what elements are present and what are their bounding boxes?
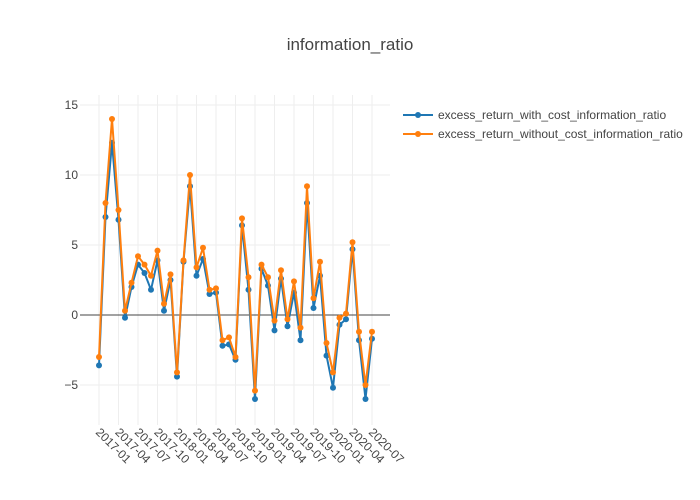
- data-point[interactable]: [362, 396, 369, 402]
- data-point[interactable]: [271, 317, 278, 324]
- data-point[interactable]: [271, 327, 278, 334]
- data-point[interactable]: [219, 342, 226, 349]
- data-point[interactable]: [161, 307, 167, 314]
- data-point[interactable]: [258, 261, 265, 268]
- data-point[interactable]: [193, 264, 200, 271]
- legend-marker: [415, 131, 421, 137]
- legend-marker: [415, 112, 421, 118]
- data-point[interactable]: [115, 207, 122, 213]
- legend-item[interactable]: excess_return_with_cost_information_rati…: [403, 108, 666, 122]
- data-point[interactable]: [219, 337, 226, 344]
- data-point[interactable]: [330, 369, 336, 376]
- data-point[interactable]: [304, 183, 310, 190]
- data-point[interactable]: [278, 267, 284, 274]
- x-axis: 2017-012017-042017-072017-102018-012018-…: [93, 425, 407, 466]
- data-point[interactable]: [96, 354, 102, 360]
- data-point[interactable]: [122, 307, 128, 314]
- data-point[interactable]: [193, 272, 200, 279]
- y-tick-label: 10: [65, 168, 79, 182]
- legend[interactable]: excess_return_with_cost_information_rati…: [403, 108, 683, 141]
- data-point[interactable]: [343, 316, 349, 323]
- data-point[interactable]: [291, 278, 297, 285]
- data-point[interactable]: [356, 328, 362, 335]
- data-point[interactable]: [297, 337, 304, 344]
- data-point[interactable]: [336, 314, 343, 321]
- y-axis: 15 10 5 0 −5: [64, 98, 78, 392]
- data-point[interactable]: [148, 272, 154, 279]
- data-point[interactable]: [245, 274, 252, 281]
- data-point[interactable]: [206, 291, 213, 297]
- data-point[interactable]: [284, 323, 291, 330]
- legend-label: excess_return_without_cost_information_r…: [438, 127, 683, 141]
- data-point[interactable]: [265, 274, 271, 281]
- data-point[interactable]: [161, 300, 167, 307]
- data-point[interactable]: [174, 369, 180, 376]
- data-point[interactable]: [213, 285, 219, 292]
- data-point[interactable]: [330, 384, 336, 391]
- data-point[interactable]: [323, 340, 330, 346]
- data-point[interactable]: [148, 286, 154, 293]
- data-point[interactable]: [141, 261, 148, 268]
- data-point[interactable]: [135, 253, 141, 260]
- data-point[interactable]: [349, 239, 356, 246]
- data-point[interactable]: [174, 373, 180, 380]
- data-point[interactable]: [317, 258, 323, 265]
- data-point[interactable]: [369, 328, 375, 335]
- data-point[interactable]: [239, 215, 245, 222]
- y-tick-label: 5: [71, 238, 78, 252]
- data-point[interactable]: [252, 396, 258, 402]
- legend-item[interactable]: excess_return_without_cost_information_r…: [403, 127, 683, 141]
- data-point[interactable]: [362, 382, 369, 388]
- data-point[interactable]: [109, 116, 115, 122]
- data-point[interactable]: [102, 200, 109, 206]
- data-point[interactable]: [180, 257, 187, 264]
- data-point[interactable]: [154, 247, 161, 254]
- data-point[interactable]: [206, 286, 213, 293]
- data-point[interactable]: [343, 310, 349, 317]
- series-layer: [96, 116, 375, 402]
- data-point[interactable]: [284, 316, 291, 323]
- data-point[interactable]: [96, 362, 102, 369]
- grid-layer: [80, 95, 390, 425]
- data-point[interactable]: [232, 354, 239, 360]
- chart-title: information_ratio: [287, 35, 414, 54]
- data-point[interactable]: [167, 271, 174, 278]
- series-excess_return_without_cost_information_ratio: [96, 116, 375, 394]
- y-tick-label: 15: [65, 98, 79, 112]
- data-point[interactable]: [128, 279, 135, 286]
- data-point[interactable]: [141, 270, 148, 276]
- data-point[interactable]: [226, 334, 232, 341]
- data-point[interactable]: [122, 314, 128, 321]
- data-point[interactable]: [187, 172, 193, 178]
- y-tick-label: −5: [64, 378, 78, 392]
- data-point[interactable]: [297, 324, 304, 331]
- data-point[interactable]: [200, 244, 206, 251]
- data-point[interactable]: [310, 305, 317, 311]
- legend-label: excess_return_with_cost_information_rati…: [438, 108, 666, 122]
- y-tick-label: 0: [71, 308, 78, 322]
- data-point[interactable]: [252, 387, 258, 394]
- data-point[interactable]: [310, 295, 317, 302]
